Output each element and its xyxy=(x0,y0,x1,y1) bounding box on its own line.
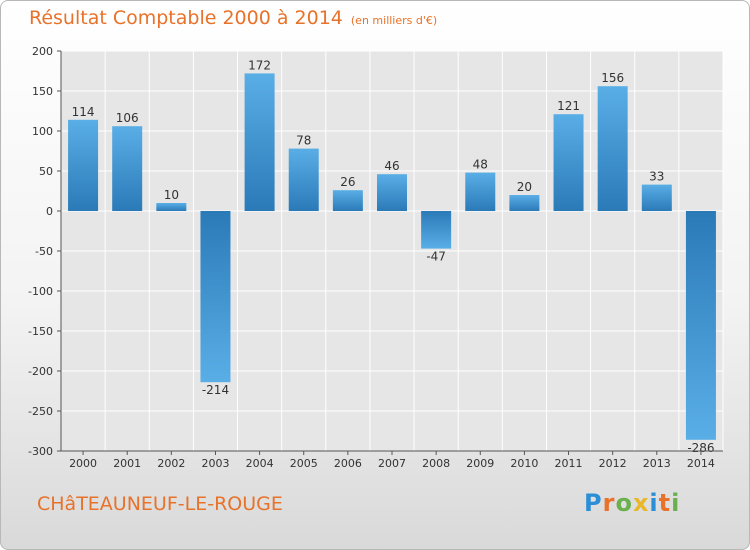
data-label: 121 xyxy=(557,99,580,113)
y-tick-label: -200 xyxy=(28,365,53,378)
logo-letter: t xyxy=(658,489,672,517)
bar-2006 xyxy=(332,190,363,211)
bar-2010 xyxy=(509,195,540,211)
data-label: 48 xyxy=(473,158,488,172)
data-label: 106 xyxy=(116,111,139,125)
proxiti-logo: Proxiti xyxy=(584,489,680,517)
y-tick-label: -150 xyxy=(28,325,53,338)
y-tick-label: -100 xyxy=(28,285,53,298)
x-tick-label: 2009 xyxy=(466,457,494,470)
chart-subtitle: (en milliers d'€) xyxy=(350,14,438,27)
bar-2005 xyxy=(288,148,319,211)
commune-name: CHâTEAUNEUF-LE-ROUGE xyxy=(37,493,283,515)
data-label: 114 xyxy=(72,105,95,119)
x-tick-label: 2002 xyxy=(157,457,185,470)
y-tick-label: 100 xyxy=(32,125,53,138)
x-tick-label: 2013 xyxy=(643,457,671,470)
x-tick-label: 2012 xyxy=(599,457,627,470)
x-tick-label: 2008 xyxy=(422,457,450,470)
y-tick-label: -300 xyxy=(28,445,53,458)
bar-2013 xyxy=(641,184,672,211)
data-label: 46 xyxy=(384,159,399,173)
data-label: -214 xyxy=(202,383,229,397)
x-tick-label: 2004 xyxy=(246,457,274,470)
data-label: 20 xyxy=(517,180,532,194)
y-tick-label: 150 xyxy=(32,85,53,98)
data-label: 78 xyxy=(296,134,311,148)
data-label: 156 xyxy=(601,71,624,85)
bar-2011 xyxy=(553,114,584,211)
x-tick-label: 2014 xyxy=(687,457,715,470)
chart-title: Résultat Comptable 2000 à 2014 (en millie… xyxy=(29,7,437,29)
bar-2009 xyxy=(465,172,496,211)
bar-2014 xyxy=(685,211,716,440)
data-label: 26 xyxy=(340,175,355,189)
x-tick-label: 2006 xyxy=(334,457,362,470)
logo-letter: o xyxy=(615,489,633,517)
bar-2001 xyxy=(112,126,143,211)
x-tick-label: 2011 xyxy=(555,457,583,470)
x-tick-label: 2007 xyxy=(378,457,406,470)
y-tick-label: 50 xyxy=(39,165,53,178)
data-label: -47 xyxy=(426,250,446,264)
bar-2008 xyxy=(421,211,452,249)
bar-2012 xyxy=(597,86,628,211)
y-tick-label: 200 xyxy=(32,45,53,58)
data-label: 33 xyxy=(649,170,664,184)
logo-letter: r xyxy=(602,489,616,517)
x-tick-label: 2000 xyxy=(69,457,97,470)
x-tick-label: 2001 xyxy=(113,457,141,470)
logo-letter: i xyxy=(671,489,681,517)
chart-title-text: Résultat Comptable 2000 à 2014 xyxy=(29,7,343,29)
bar-2004 xyxy=(244,73,275,212)
bar-2000 xyxy=(68,119,99,211)
bar-2007 xyxy=(377,174,407,211)
y-tick-label: -250 xyxy=(28,405,53,418)
logo-letter: P xyxy=(584,489,603,517)
y-tick-label: 0 xyxy=(46,205,53,218)
y-tick-label: -50 xyxy=(35,245,53,258)
x-tick-label: 2003 xyxy=(201,457,229,470)
logo-letter: i xyxy=(649,489,659,517)
x-tick-label: 2010 xyxy=(510,457,538,470)
data-label: 172 xyxy=(248,58,271,72)
bar-2003 xyxy=(200,211,231,383)
data-label: 10 xyxy=(164,188,179,202)
x-tick-label: 2005 xyxy=(290,457,318,470)
bar-2002 xyxy=(156,203,187,211)
logo-letter: x xyxy=(632,489,650,517)
